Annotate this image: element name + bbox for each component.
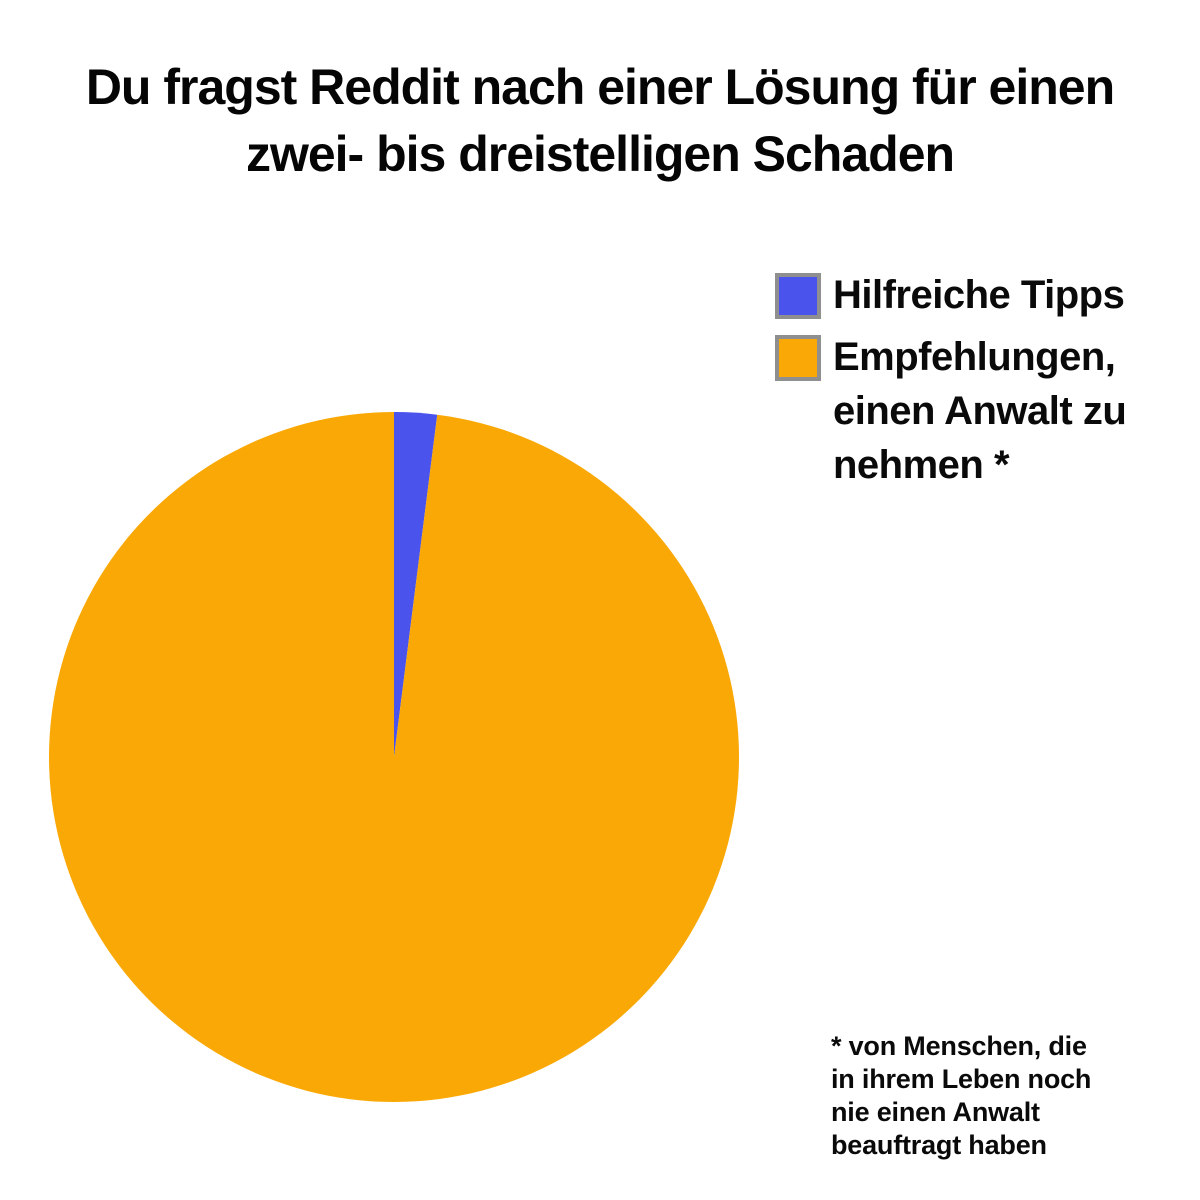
footnote-line: beauftragt haben: [831, 1130, 1047, 1160]
chart-title-line-2: zwei- bis dreistelligen Schaden: [245, 126, 955, 182]
legend-swatch-orange: [775, 335, 821, 381]
legend: Hilfreiche Tipps Empfehlungen, einen Anw…: [775, 268, 1127, 492]
legend-swatch-blue: [775, 273, 821, 319]
legend-label-line: Hilfreiche Tipps: [833, 273, 1125, 317]
legend-label-hilfreiche-tipps: Hilfreiche Tipps: [833, 268, 1125, 322]
legend-label-line: einen Anwalt zu: [833, 389, 1127, 433]
pie-slice: [394, 412, 438, 757]
legend-label-empfehlungen: Empfehlungen, einen Anwalt zu nehmen *: [833, 330, 1127, 492]
pie-slice: [49, 412, 740, 1102]
footnote-line: * von Menschen, die: [831, 1031, 1087, 1061]
footnote-line: in ihrem Leben noch: [831, 1064, 1092, 1094]
legend-label-line: nehmen *: [833, 443, 1010, 487]
footnote-line: nie einen Anwalt: [831, 1097, 1040, 1127]
legend-label-line: Empfehlungen,: [833, 335, 1116, 379]
footnote: * von Menschen, die in ihrem Leben noch …: [831, 1030, 1091, 1162]
chart-title-line-1: Du fragst Reddit nach einer Lösung für e…: [85, 59, 1115, 115]
legend-item-empfehlungen: Empfehlungen, einen Anwalt zu nehmen *: [775, 330, 1127, 492]
pie-chart: [49, 412, 740, 1102]
chart-title: Du fragst Reddit nach einer Lösung für e…: [0, 54, 1200, 188]
legend-item-hilfreiche-tipps: Hilfreiche Tipps: [775, 268, 1126, 322]
